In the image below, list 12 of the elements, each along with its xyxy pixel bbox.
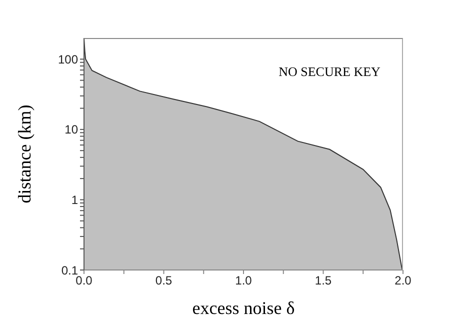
- y-tick-label: 100: [58, 52, 78, 66]
- y-tick-label: 10: [64, 122, 78, 137]
- x-tick-label: 2.0: [394, 274, 412, 288]
- x-tick-label: 1.5: [314, 274, 332, 288]
- x-tick-label: 1.0: [235, 274, 252, 288]
- x-tick-label: 0.0: [76, 274, 93, 288]
- y-tick-label: 1: [71, 192, 78, 207]
- y-tick-label: 0.1: [61, 263, 78, 278]
- x-tick-label: 0.5: [155, 274, 172, 288]
- y-axis-title: distance (km): [14, 104, 34, 204]
- x-axis-title: excess noise δ: [192, 298, 295, 318]
- annotation: NO SECURE KEY: [278, 64, 380, 80]
